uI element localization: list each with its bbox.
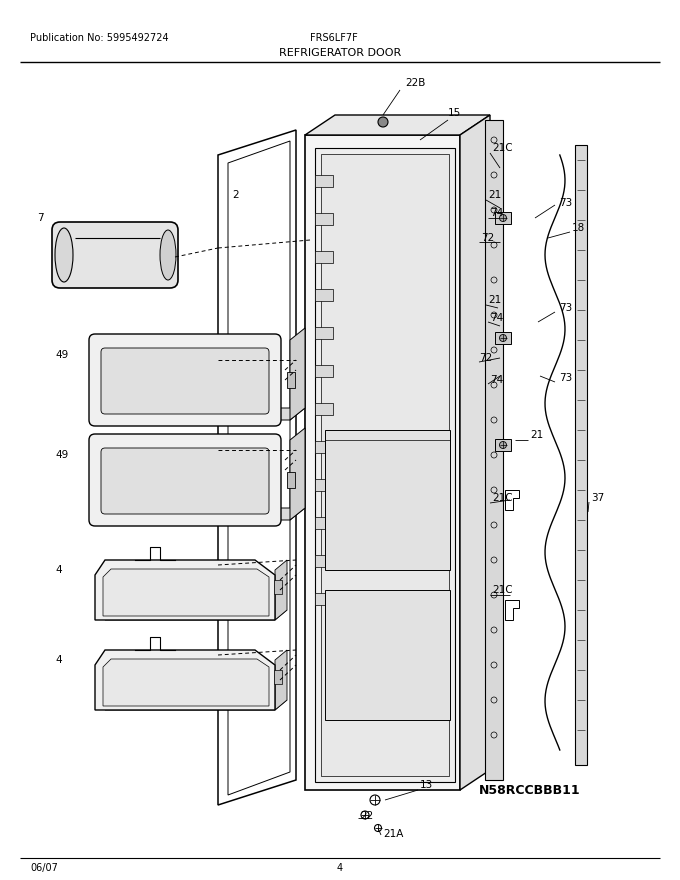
Bar bbox=[315, 517, 333, 529]
Polygon shape bbox=[305, 135, 460, 790]
Polygon shape bbox=[290, 328, 305, 420]
Text: 21C: 21C bbox=[492, 143, 513, 153]
Polygon shape bbox=[305, 115, 490, 135]
Text: 73: 73 bbox=[559, 303, 573, 313]
Bar bbox=[315, 289, 333, 301]
Text: 22: 22 bbox=[360, 811, 373, 821]
Polygon shape bbox=[95, 560, 275, 620]
Bar bbox=[315, 593, 333, 605]
Text: 4: 4 bbox=[337, 863, 343, 873]
Text: 49: 49 bbox=[55, 350, 68, 360]
Bar bbox=[287, 372, 295, 388]
Bar bbox=[321, 154, 449, 776]
Circle shape bbox=[378, 117, 388, 127]
FancyBboxPatch shape bbox=[101, 448, 269, 514]
Polygon shape bbox=[110, 508, 305, 520]
Polygon shape bbox=[103, 569, 269, 616]
Polygon shape bbox=[103, 659, 269, 706]
Text: 21C: 21C bbox=[492, 493, 513, 503]
Text: 37: 37 bbox=[591, 493, 605, 503]
Text: 18: 18 bbox=[572, 223, 585, 233]
Text: 4: 4 bbox=[55, 655, 62, 665]
Polygon shape bbox=[275, 560, 287, 620]
Polygon shape bbox=[275, 650, 287, 710]
Text: REFRIGERATOR DOOR: REFRIGERATOR DOOR bbox=[279, 48, 401, 58]
Text: 15: 15 bbox=[448, 108, 461, 118]
Text: 72: 72 bbox=[479, 353, 492, 363]
Text: 73: 73 bbox=[559, 198, 573, 208]
Circle shape bbox=[500, 334, 507, 341]
Text: 74: 74 bbox=[490, 313, 503, 323]
Bar bbox=[315, 555, 333, 567]
Text: 21C: 21C bbox=[492, 585, 513, 595]
FancyBboxPatch shape bbox=[52, 222, 178, 288]
Ellipse shape bbox=[55, 228, 73, 282]
Text: 22B: 22B bbox=[405, 78, 426, 88]
Ellipse shape bbox=[160, 230, 176, 280]
Bar bbox=[315, 365, 333, 377]
Text: 21: 21 bbox=[488, 190, 501, 200]
Bar bbox=[325, 590, 450, 720]
Polygon shape bbox=[95, 650, 275, 710]
Bar bbox=[315, 403, 333, 415]
Text: 74: 74 bbox=[490, 375, 503, 385]
Text: 21A: 21A bbox=[383, 829, 403, 839]
Bar bbox=[315, 479, 333, 491]
Text: 2: 2 bbox=[232, 190, 239, 200]
Bar bbox=[274, 670, 282, 684]
Polygon shape bbox=[105, 610, 287, 620]
Text: 21: 21 bbox=[530, 430, 543, 440]
Polygon shape bbox=[290, 428, 305, 520]
Text: Publication No: 5995492724: Publication No: 5995492724 bbox=[30, 33, 169, 43]
Bar bbox=[274, 580, 282, 594]
Text: FRS6LF7F: FRS6LF7F bbox=[310, 33, 358, 43]
Text: 74: 74 bbox=[490, 208, 503, 218]
Bar bbox=[315, 175, 333, 187]
Text: 13: 13 bbox=[420, 780, 433, 790]
Text: 73: 73 bbox=[559, 373, 573, 383]
Text: 49: 49 bbox=[55, 450, 68, 460]
Circle shape bbox=[500, 442, 507, 449]
Text: 21: 21 bbox=[488, 295, 501, 305]
Bar bbox=[315, 327, 333, 339]
Polygon shape bbox=[110, 408, 305, 420]
FancyBboxPatch shape bbox=[89, 434, 281, 526]
Bar bbox=[315, 213, 333, 225]
Bar bbox=[495, 212, 511, 224]
Polygon shape bbox=[105, 700, 287, 710]
Bar bbox=[315, 441, 333, 453]
Bar bbox=[495, 439, 511, 451]
Circle shape bbox=[500, 215, 507, 222]
Bar bbox=[287, 472, 295, 488]
Bar bbox=[315, 251, 333, 263]
Text: 06/07: 06/07 bbox=[30, 863, 58, 873]
Text: 4: 4 bbox=[55, 565, 62, 575]
FancyBboxPatch shape bbox=[101, 348, 269, 414]
FancyBboxPatch shape bbox=[89, 334, 281, 426]
Text: 7: 7 bbox=[37, 213, 44, 223]
Text: 72: 72 bbox=[481, 233, 494, 243]
Text: N58RCCBBB11: N58RCCBBB11 bbox=[479, 783, 581, 796]
Bar bbox=[325, 430, 450, 570]
Bar bbox=[485, 120, 503, 780]
Bar bbox=[575, 145, 587, 765]
Bar bbox=[315, 148, 455, 782]
Bar bbox=[495, 332, 511, 344]
Polygon shape bbox=[460, 115, 490, 790]
